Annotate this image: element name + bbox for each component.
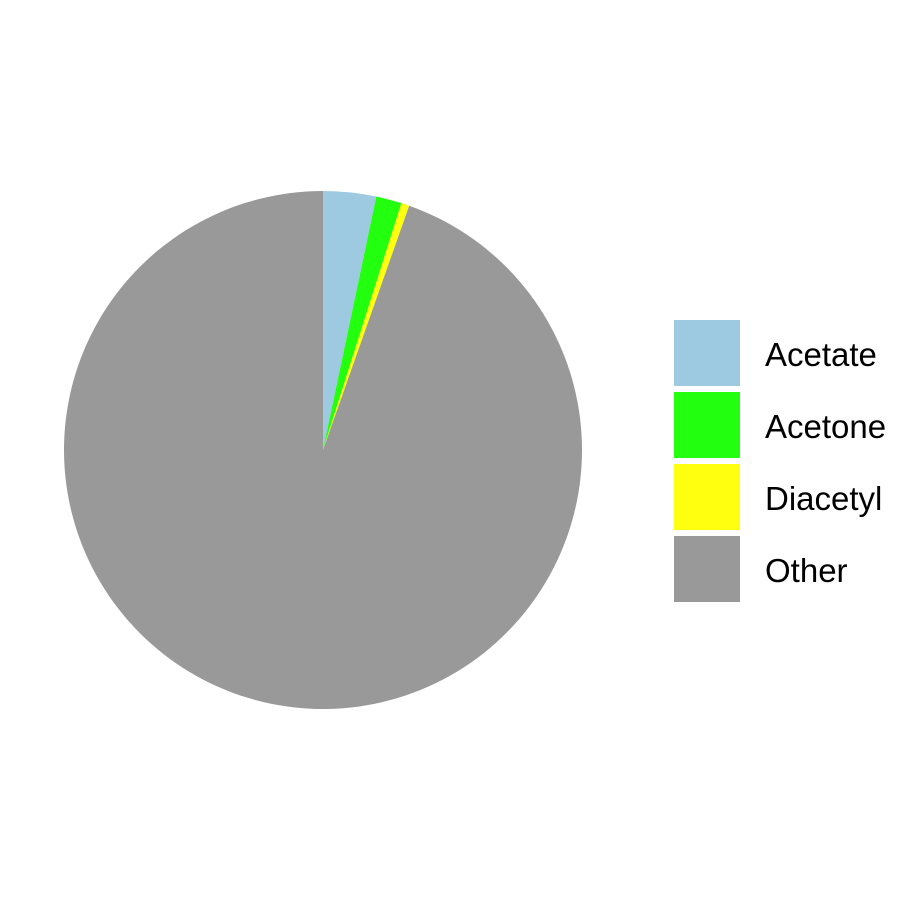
legend-item-acetate: Acetate [674,320,877,386]
legend-key-other [674,536,740,602]
legend-item-diacetyl: Diacetyl [674,464,882,530]
legend: Acetate Acetone Diacetyl Other [674,320,886,602]
legend-label-other: Other [765,552,848,589]
legend-key-acetate [674,320,740,386]
legend-item-acetone: Acetone [674,392,886,458]
pie-slices [63,191,583,709]
legend-item-other: Other [674,536,848,602]
legend-label-acetate: Acetate [765,336,877,373]
pie-slice-acetate [323,191,377,450]
legend-label-acetone: Acetone [765,408,886,445]
pie-slice-other [63,191,583,709]
legend-key-diacetyl [674,464,740,530]
pie-slice-acetone [323,196,402,450]
legend-key-acetone [674,392,740,458]
legend-label-diacetyl: Diacetyl [765,480,882,517]
pie-slice-diacetyl [323,203,410,450]
